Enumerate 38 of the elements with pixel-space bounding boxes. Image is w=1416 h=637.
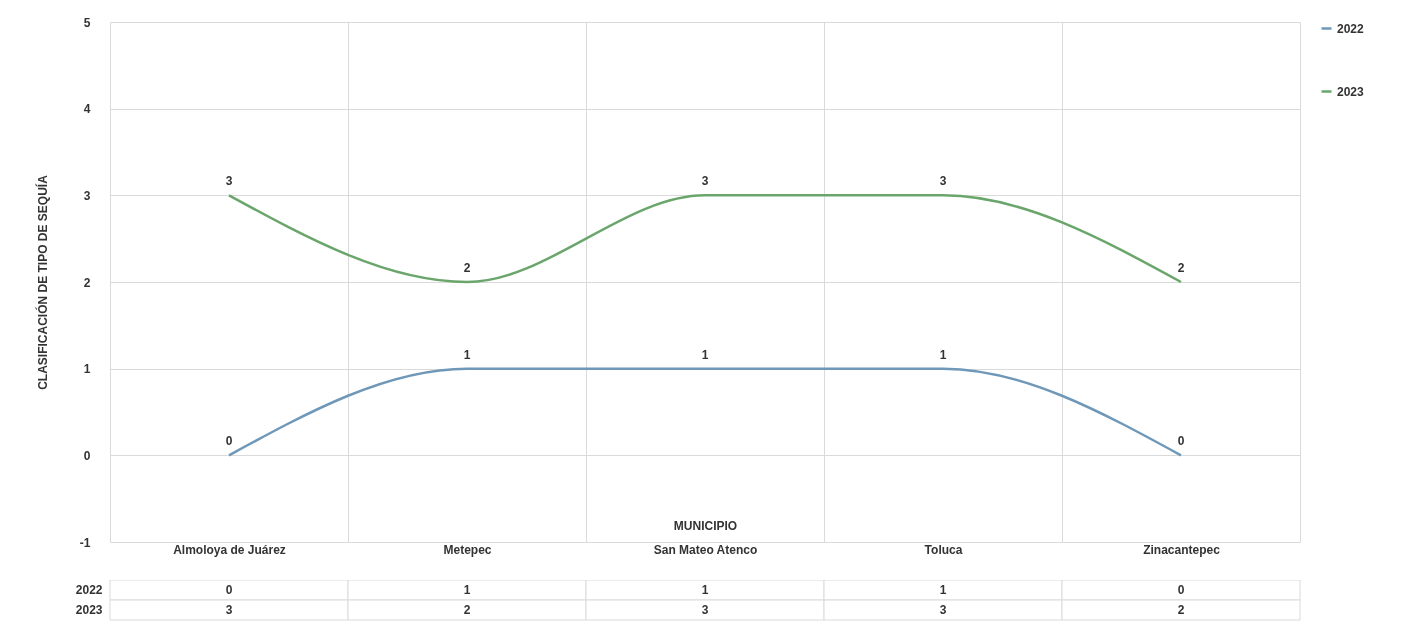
y-tick-label: 0 <box>83 448 91 463</box>
data-label: 2 <box>1177 603 1185 617</box>
data-label: 1 <box>939 347 947 362</box>
y-tick-label: 1 <box>83 362 91 377</box>
data-label: 2 <box>1177 261 1185 275</box>
x-axis-title: MUNICIPIO <box>673 518 738 533</box>
data-label: 2 <box>463 261 471 275</box>
data-label: 1 <box>463 347 471 362</box>
y-axis-title: CLASIFICACIÓN DE TIPO DE SEQUÍA <box>34 174 50 390</box>
data-label: 3 <box>225 174 233 189</box>
data-label: 1 <box>939 583 947 597</box>
data-label: 3 <box>701 603 709 617</box>
x-tick-label: Almoloya de Juárez <box>173 542 286 557</box>
x-tick-label: San Mateo Atenco <box>653 542 758 557</box>
x-tick-label: Toluca <box>924 542 963 557</box>
x-tick-label: Metepec <box>443 542 492 557</box>
y-tick-label: 2022 <box>75 583 103 597</box>
legend-label: 2023 <box>1337 84 1365 99</box>
data-label: 0 <box>225 434 233 449</box>
data-label: 1 <box>701 347 709 362</box>
data-label: 3 <box>939 174 947 189</box>
y-tick-label: 2 <box>83 275 91 290</box>
data-label: 0 <box>1177 434 1185 449</box>
data-label: 3 <box>939 603 947 617</box>
data-label: 1 <box>463 583 471 597</box>
data-label: 1 <box>701 583 709 597</box>
data-label: 0 <box>1177 583 1185 597</box>
data-label: 0 <box>225 583 233 597</box>
y-tick-label: 3 <box>83 188 91 203</box>
y-tick-label: 2023 <box>75 603 103 617</box>
y-tick-label: 5 <box>83 15 91 30</box>
data-label: 3 <box>701 174 709 189</box>
y-tick-label: -1 <box>79 535 91 550</box>
y-tick-label: 4 <box>83 102 91 117</box>
data-label: 2 <box>463 603 471 617</box>
data-label: 3 <box>225 603 233 617</box>
x-tick-label: Zinacantepec <box>1143 542 1221 557</box>
legend-label: 2022 <box>1337 21 1365 36</box>
